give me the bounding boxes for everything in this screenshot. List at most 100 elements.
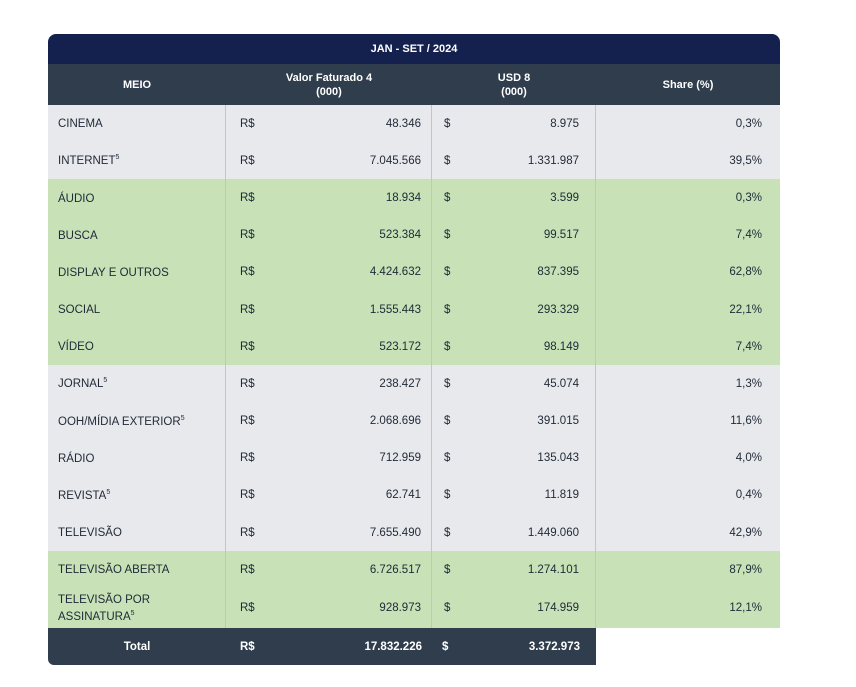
meio-cell: RÁDIO (48, 439, 226, 477)
share-value: 0,4% (735, 489, 762, 502)
brl-currency: R$ (240, 489, 255, 502)
period-header: JAN - SET / 2024 (48, 34, 780, 64)
brl-currency: R$ (240, 191, 255, 204)
brl-value: 6.726.517 (369, 563, 421, 576)
brl-value: 18.934 (385, 191, 421, 204)
share-value: 0,3% (735, 191, 762, 204)
header-valor-line1: Valor Faturado 4 (285, 71, 373, 84)
usd-cell: $1.331.987 (432, 142, 596, 180)
footnote-mark: 5 (180, 414, 185, 422)
usd-value: 1.331.987 (527, 154, 579, 167)
share-cell: 62,8% (596, 254, 780, 291)
share-cell: 0,3% (596, 105, 780, 142)
meio-cell: DISPLAY E OUTROS (48, 253, 226, 291)
share-value: 22,1% (729, 303, 762, 316)
meio-label: SOCIAL (58, 303, 101, 316)
table-row: RÁDIO R$ 712.959 $135.043 4,0% (48, 439, 780, 477)
table-row: TELEVISÃO POR ASSINATURA5 R$ 928.973 $174.9… (48, 588, 780, 629)
column-headers: MEIO Valor Faturado 4 (000) USD 8 (000) … (48, 64, 780, 105)
usd-currency: $ (444, 415, 451, 428)
table-body: CINEMA R$ 48.346 $8.975 0,3% INTERNET5 R$ 7.045… (48, 105, 780, 629)
brl-currency: R$ (240, 452, 255, 465)
usd-currency: $ (444, 303, 451, 316)
total-brl-currency: R$ (240, 640, 255, 653)
share-cell: 1,3% (596, 365, 780, 402)
footnote-mark: 5 (103, 377, 108, 385)
meio-cell: ÁUDIO (48, 179, 226, 217)
meio-label: ÁUDIO (58, 192, 95, 205)
brl-cell: R$ 4.424.632 (226, 253, 432, 291)
meio-cell: TELEVISÃO ABERTA (48, 551, 226, 589)
meio-label: RÁDIO (58, 452, 95, 465)
usd-currency: $ (444, 191, 451, 204)
usd-value: 1.449.060 (527, 526, 579, 539)
share-cell: 7,4% (596, 217, 780, 254)
media-revenue-table: JAN - SET / 2024 MEIO Valor Faturado 4 (… (48, 34, 780, 666)
total-usd-value: 3.372.973 (528, 640, 580, 653)
header-usd: USD 8 (000) (432, 64, 596, 105)
brl-currency: R$ (240, 340, 255, 353)
brl-value: 48.346 (385, 117, 421, 130)
meio-cell: JORNAL5 (48, 365, 226, 403)
header-meio: MEIO (48, 64, 226, 105)
usd-value: 1.274.101 (527, 563, 579, 576)
usd-value: 174.959 (537, 602, 579, 615)
table-row: DISPLAY E OUTROS R$ 4.424.632 $837.395 62,8% (48, 253, 780, 291)
meio-cell: SOCIAL (48, 290, 226, 329)
meio-label: OOH/MÍDIA EXTERIOR (58, 415, 181, 428)
brl-cell: R$ 523.172 (226, 328, 432, 366)
brl-value: 2.068.696 (369, 415, 421, 428)
usd-cell: $391.015 (432, 402, 596, 440)
footnote-mark: 5 (106, 489, 111, 497)
share-cell: 4,0% (596, 440, 780, 477)
brl-value: 523.384 (379, 229, 421, 242)
usd-cell: $45.074 (432, 365, 596, 403)
usd-currency: $ (444, 526, 451, 539)
meio-cell: REVISTA5 (48, 476, 226, 515)
share-cell: 0,3% (596, 179, 780, 216)
brl-currency: R$ (240, 303, 255, 316)
meio-label: TELEVISÃO (58, 527, 122, 540)
meio-label: TELEVISÃO POR ASSINATURA (58, 593, 151, 623)
usd-value: 98.149 (543, 340, 579, 353)
usd-cell: $99.517 (432, 216, 596, 254)
footnote-mark: 5 (130, 609, 135, 617)
share-cell: 87,9% (596, 551, 780, 588)
share-value: 0,3% (735, 117, 762, 130)
share-cell: 12,1% (596, 588, 780, 628)
brl-cell: R$ 62.741 (226, 476, 432, 515)
usd-cell: $1.449.060 (432, 514, 596, 552)
brl-cell: R$ 1.555.443 (226, 290, 432, 329)
share-value: 39,5% (729, 154, 762, 167)
brl-currency: R$ (240, 266, 255, 279)
total-usd-cell: $ 3.372.973 (432, 628, 596, 665)
brl-cell: R$ 6.726.517 (226, 551, 432, 589)
brl-value: 4.424.632 (369, 266, 421, 279)
usd-cell: $11.819 (432, 476, 596, 515)
usd-currency: $ (444, 452, 451, 465)
usd-value: 3.599 (550, 191, 579, 204)
meio-label: DISPLAY E OUTROS (58, 266, 169, 279)
usd-cell: $98.149 (432, 328, 596, 366)
usd-value: 837.395 (537, 266, 579, 279)
table-row: BUSCA R$ 523.384 $99.517 7,4% (48, 216, 780, 254)
meio-cell: VÍDEO (48, 328, 226, 366)
brl-cell: R$ 712.959 (226, 439, 432, 477)
usd-cell: $3.599 (432, 179, 596, 217)
usd-currency: $ (444, 377, 451, 390)
brl-currency: R$ (240, 377, 255, 390)
header-usd-line2: (000) (501, 85, 527, 98)
share-value: 62,8% (729, 266, 762, 279)
usd-cell: $1.274.101 (432, 551, 596, 589)
table-row: SOCIAL R$ 1.555.443 $293.329 22,1% (48, 290, 780, 329)
meio-cell: TELEVISÃO (48, 514, 226, 552)
share-value: 12,1% (729, 602, 762, 615)
brl-cell: R$ 523.384 (226, 216, 432, 254)
brl-cell: R$ 48.346 (226, 105, 432, 143)
usd-value: 293.329 (537, 303, 579, 316)
brl-currency: R$ (240, 117, 255, 130)
brl-currency: R$ (240, 563, 255, 576)
share-cell: 42,9% (596, 514, 780, 551)
usd-value: 99.517 (543, 229, 579, 242)
meio-cell: BUSCA (48, 216, 226, 254)
